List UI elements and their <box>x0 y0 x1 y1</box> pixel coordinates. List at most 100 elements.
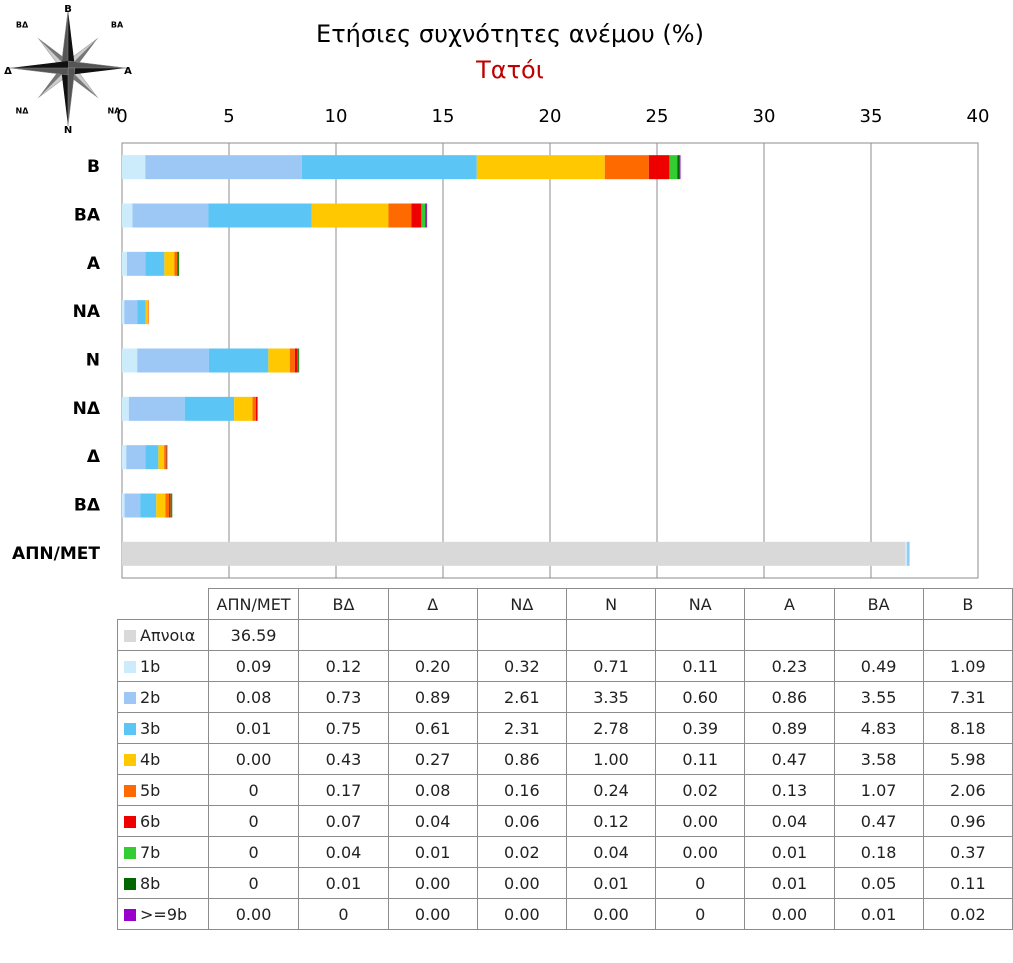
table-cell: 0.07 <box>298 805 389 837</box>
bar-segment <box>122 445 127 470</box>
bar-segment <box>421 203 426 228</box>
x-tick-label: 10 <box>325 106 348 127</box>
table-cell: 0.00 <box>476 867 567 899</box>
column-header: ΝΔ <box>476 588 567 620</box>
bar-segment <box>178 251 180 276</box>
table-cell: 0.20 <box>387 650 478 682</box>
bar-segment <box>126 445 146 470</box>
table-cell: 0.11 <box>922 867 1013 899</box>
bar-segment <box>147 300 149 325</box>
column-header: Ν <box>565 588 657 620</box>
column-header: Α <box>744 588 835 620</box>
table-cell: 0.00 <box>476 898 567 930</box>
column-header: ΝΑ <box>655 588 746 620</box>
table-cell <box>476 619 567 651</box>
table-cell: 0.01 <box>744 867 835 899</box>
x-tick-label: 0 <box>116 106 127 127</box>
bar-segment <box>425 203 427 228</box>
legend-label: 3b <box>140 718 161 738</box>
table-cell: 0.00 <box>565 898 657 930</box>
compass-label: Β <box>64 4 72 15</box>
legend-swatch <box>124 629 136 642</box>
bar-segment <box>177 251 179 276</box>
table-cell: 0.23 <box>744 650 835 682</box>
table-row: 4b 0.00 0.43 0.27 0.86 1.00 0.11 0.47 3.58 5.98 <box>117 743 1013 775</box>
table-cell: 0.27 <box>387 743 478 775</box>
y-category-label: Α <box>87 254 101 274</box>
table-cell: 0.96 <box>922 805 1013 837</box>
table-cell: 0.32 <box>476 650 567 682</box>
bar-segment <box>669 155 678 180</box>
table-cell: 0.01 <box>833 898 924 930</box>
table-cell: 3.55 <box>833 681 924 713</box>
table-cell: 0.17 <box>298 774 389 806</box>
chart-subtitle: Τατόι <box>476 56 544 84</box>
table-cell: 0.12 <box>565 805 657 837</box>
bar-segment <box>169 493 171 518</box>
table-cell: 0.09 <box>207 650 300 682</box>
table-cell <box>565 619 657 651</box>
legend-label: 4b <box>140 749 161 769</box>
bar-segment <box>311 203 389 228</box>
compass-label: ΒΔ <box>16 21 29 30</box>
table-cell: 0.01 <box>565 867 657 899</box>
table-cell: 0.05 <box>833 867 924 899</box>
table-cell: 0.37 <box>922 836 1013 868</box>
bar-segment <box>126 251 146 276</box>
compass-label: Δ <box>4 66 12 77</box>
table-cell: 0.08 <box>207 681 300 713</box>
bar-segment <box>252 396 256 421</box>
table-cell: 0.47 <box>833 805 924 837</box>
row-label: Απνοια <box>117 619 209 651</box>
bar-segment <box>122 155 146 180</box>
table-cell: 0.86 <box>476 743 567 775</box>
bar-segment <box>677 155 680 180</box>
table-cell: 0.89 <box>387 681 478 713</box>
bar-segment <box>140 493 157 518</box>
table-cell: 2.06 <box>922 774 1013 806</box>
bar-segment <box>648 155 670 180</box>
bar-segment <box>208 348 269 373</box>
legend-label: 1b <box>140 656 161 676</box>
table-cell <box>298 619 389 651</box>
legend-swatch <box>124 660 136 673</box>
bar-segment <box>184 396 235 421</box>
compass-rose-icon: Β ΒΑ Α ΝΑ Ν ΝΔ Δ ΒΔ <box>4 4 132 134</box>
table-cell: 0.01 <box>298 867 389 899</box>
table-cell: 1.00 <box>565 743 657 775</box>
y-axis-categories: Β ΒΑ Α ΝΑ Ν ΝΔ Δ ΒΔ ΑΠΝ/ΜΕΤ <box>12 157 101 564</box>
legend-label: Απνοια <box>140 625 196 645</box>
bar-segment <box>145 251 165 276</box>
table-cell: 1.09 <box>922 650 1013 682</box>
table-cell: 0 <box>207 836 300 868</box>
bar-segment <box>124 493 141 518</box>
y-category-label: ΝΑ <box>73 302 101 322</box>
table-cell <box>387 619 478 651</box>
bar-segment <box>158 445 165 470</box>
legend-swatch <box>124 784 136 797</box>
bar-segment <box>679 155 681 180</box>
bar-segment <box>289 348 295 373</box>
table-cell <box>744 619 835 651</box>
table-cell: 0.04 <box>565 836 657 868</box>
table-cell: 0.75 <box>298 712 389 744</box>
table-cell: 0.00 <box>655 805 746 837</box>
x-tick-label: 25 <box>646 106 669 127</box>
table-header-row: ΑΠΝ/ΜΕΤ ΒΔ Δ ΝΔ Ν ΝΑ Α ΒΑ Β <box>117 588 1013 620</box>
compass-label: Α <box>124 66 132 77</box>
y-category-label: Ν <box>86 351 100 371</box>
data-table: ΑΠΝ/ΜΕΤ ΒΔ Δ ΝΔ Ν ΝΑ Α ΒΑ Β Απνοια 36.59 1b 0.09 0.12… <box>117 588 1013 930</box>
legend-label: 6b <box>140 811 161 831</box>
table-cell: 0.18 <box>833 836 924 868</box>
table-cell: 36.59 <box>207 619 300 651</box>
x-tick-label: 5 <box>223 106 234 127</box>
bar-segment <box>255 396 258 421</box>
table-cell <box>922 619 1013 651</box>
x-tick-label: 40 <box>967 106 990 127</box>
table-cell: 0 <box>207 805 300 837</box>
bar-segment <box>208 203 312 228</box>
bar-segment <box>164 445 166 470</box>
column-header: ΒΑ <box>833 588 924 620</box>
table-cell: 0.06 <box>476 805 567 837</box>
legend-swatch <box>124 815 136 828</box>
